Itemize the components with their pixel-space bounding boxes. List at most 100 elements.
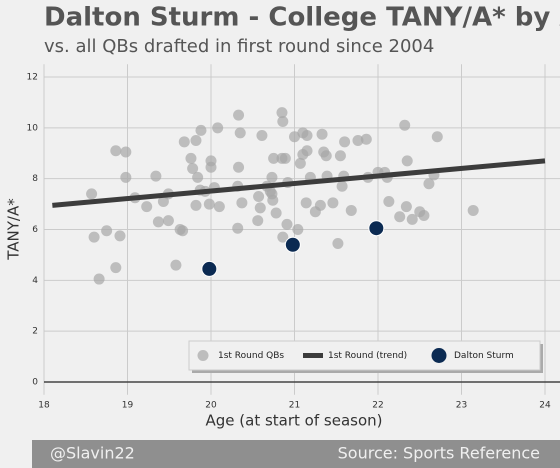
- point: [301, 145, 313, 157]
- point: [205, 155, 217, 167]
- x-tick-label: 18: [38, 401, 50, 411]
- point: [213, 201, 225, 213]
- legend-label: Dalton Sturm: [454, 351, 514, 361]
- point: [253, 190, 265, 202]
- x-tick-label: 19: [122, 401, 134, 411]
- x-tick-label: 23: [456, 401, 467, 411]
- chart-title: Dalton Sturm - College TANY/A* by Age: [44, 3, 560, 33]
- point: [352, 135, 364, 147]
- point: [431, 131, 443, 143]
- y-tick-label: 8: [32, 174, 38, 184]
- point: [170, 259, 182, 271]
- point: [289, 131, 300, 143]
- point: [339, 136, 351, 148]
- highlight-point: [201, 260, 218, 277]
- point: [233, 109, 245, 121]
- point: [327, 197, 339, 209]
- point: [120, 146, 132, 158]
- highlight-point: [284, 236, 301, 253]
- point: [467, 204, 479, 216]
- legend-label: 1st Round (trend): [328, 351, 407, 361]
- y-axis-label: TANY/A*: [5, 198, 23, 261]
- point: [332, 237, 344, 249]
- point: [316, 128, 328, 140]
- point: [101, 225, 113, 237]
- trend-line: [52, 158, 546, 208]
- point: [256, 129, 268, 141]
- x-tick-label: 24: [539, 401, 551, 411]
- y-tick-label: 12: [27, 73, 38, 83]
- point: [177, 225, 189, 237]
- legend-label: 1st Round QBs: [218, 351, 284, 361]
- point: [279, 152, 291, 164]
- point: [114, 230, 126, 242]
- point: [406, 213, 418, 225]
- point: [110, 262, 122, 274]
- point: [236, 197, 248, 209]
- legend: [188, 340, 541, 371]
- point: [423, 178, 435, 190]
- x-axis-label: Age (at start of season): [206, 412, 383, 430]
- point: [360, 133, 372, 145]
- y-tick-label: 6: [32, 225, 38, 235]
- footer-bar: [32, 440, 560, 468]
- point: [93, 273, 105, 285]
- point: [277, 115, 289, 127]
- point: [150, 170, 162, 182]
- point: [276, 107, 288, 119]
- legend-swatch: [197, 350, 209, 361]
- point: [86, 188, 98, 200]
- point: [152, 216, 164, 228]
- point: [336, 180, 348, 192]
- point: [254, 202, 266, 214]
- point: [292, 224, 304, 235]
- point: [187, 163, 199, 175]
- point: [252, 215, 264, 227]
- point: [120, 171, 132, 183]
- point: [162, 215, 174, 227]
- point: [212, 122, 224, 134]
- legend-swatch: [431, 348, 447, 363]
- point: [383, 196, 395, 208]
- point: [141, 201, 153, 213]
- point: [281, 218, 293, 230]
- point: [266, 171, 278, 183]
- y-tick-label: 0: [32, 377, 38, 387]
- point: [399, 119, 411, 131]
- point: [301, 129, 313, 141]
- point: [232, 222, 244, 234]
- point: [178, 136, 190, 148]
- chart-subtitle: vs. all QBs drafted in first round since…: [44, 36, 434, 57]
- footer-right: Source: Sports Reference: [338, 444, 540, 463]
- y-tick-label: 10: [27, 123, 39, 133]
- point: [334, 150, 346, 162]
- point: [234, 127, 246, 139]
- point: [233, 161, 245, 173]
- point: [192, 171, 204, 183]
- footer-left: @Slavin22: [50, 444, 135, 463]
- point: [394, 211, 406, 223]
- x-tick-label: 20: [205, 401, 217, 411]
- point: [110, 145, 122, 157]
- point: [320, 150, 332, 162]
- point: [268, 152, 280, 164]
- point: [190, 199, 202, 211]
- x-tick-label: 21: [289, 401, 300, 411]
- point: [294, 157, 306, 169]
- y-tick-label: 2: [32, 327, 38, 337]
- point: [185, 152, 197, 164]
- highlight-point: [368, 220, 385, 237]
- y-tick-label: 4: [32, 276, 38, 286]
- point: [300, 197, 312, 209]
- point: [267, 194, 279, 206]
- x-tick-label: 22: [372, 401, 383, 411]
- point: [203, 198, 215, 210]
- point: [314, 199, 326, 211]
- point: [88, 231, 100, 243]
- point: [195, 124, 207, 136]
- point: [190, 135, 202, 147]
- point: [345, 204, 357, 216]
- point: [400, 201, 412, 213]
- point: [277, 231, 289, 243]
